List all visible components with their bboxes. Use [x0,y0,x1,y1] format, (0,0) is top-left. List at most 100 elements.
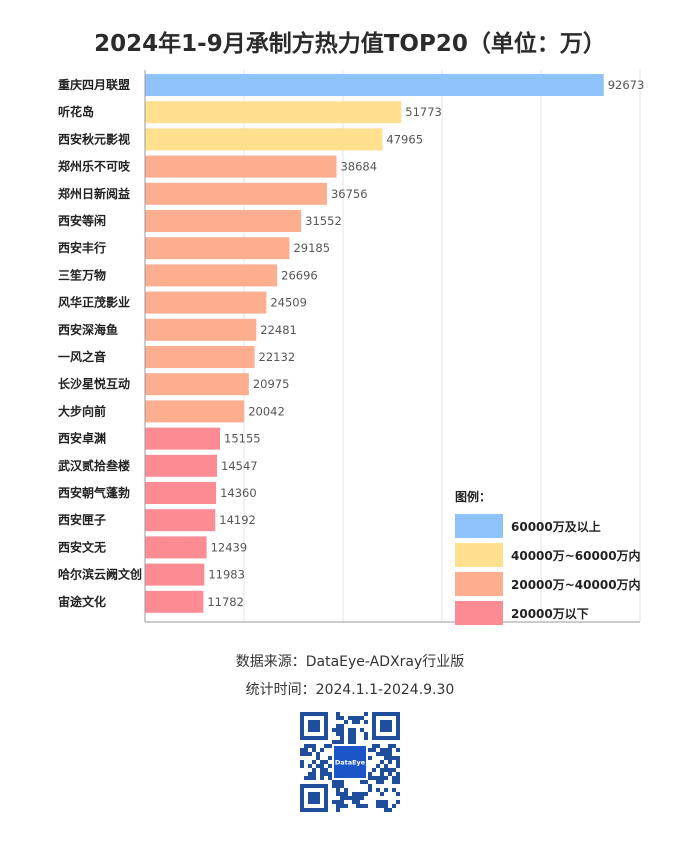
qr-module [352,740,356,744]
qr-module [384,800,388,804]
qr-module [376,800,380,804]
qr-module [368,788,372,792]
qr-module [376,788,380,792]
qr-module [336,728,340,732]
qr-module [360,804,364,808]
bar-chart: 重庆四月联盟 92673 听花岛 51773 西安秋元影视 47965 郑州乐不可吱 3868… [58,70,644,623]
category-label: 武汉贰拾叁楼 [58,458,130,473]
category-label: 西安文无 [58,539,106,554]
qr-module [388,760,392,764]
qr-module [392,768,396,772]
qr-finder-inner [308,720,320,732]
qr-module [376,776,380,780]
value-label: 24509 [270,296,307,310]
legend-label-tier-4: 20000万以下 [511,606,589,621]
qr-module [392,776,396,780]
qr-module [380,780,384,784]
qr-module [364,804,368,808]
qr-module [360,716,364,720]
qr-module [336,792,340,796]
qr-module [348,796,352,800]
qr-module [392,788,396,792]
qr-logo-box [334,746,366,778]
qr-module [356,792,360,796]
qr-module [360,792,364,796]
value-label: 14360 [220,486,257,500]
qr-module [380,760,384,764]
qr-module [332,780,336,784]
qr-module [356,800,360,804]
qr-module [396,792,400,796]
qr-module [396,780,400,784]
bar [145,400,245,423]
legend-title: 图例： [455,490,492,504]
category-label: 郑州乐不可吱 [58,159,131,174]
qr-module [308,776,312,780]
category-label: 哈尔滨云阙文创 [58,567,142,582]
legend-swatch-tier-4 [455,601,503,625]
qr-module [376,764,380,768]
qr-logo-text: DataEye [335,759,366,767]
qr-module [352,728,356,732]
value-label: 22481 [260,323,297,337]
qr-module [328,772,332,776]
qr-module [308,772,312,776]
bar [145,74,604,96]
category-label: 风华正茂影业 [58,295,130,310]
value-label: 11782 [207,595,244,609]
qr-module [392,780,396,784]
qr-module [320,760,324,764]
qr-module [344,792,348,796]
qr-module [388,744,392,748]
category-label: 大步向前 [58,403,106,418]
legend: 图例： 60000万及以上 40000万~60000万内 20000万~4000… [455,488,641,630]
qr-module [316,764,320,768]
value-label: 15155 [224,432,261,446]
qr-module [396,756,400,760]
qr-module [348,716,352,720]
category-label: 西安深海鱼 [58,322,118,337]
bar [145,182,327,205]
qr-module [380,800,384,804]
qr-module [392,744,396,748]
qr-module [336,804,340,808]
qr-module [340,796,344,800]
legend-label-tier-1: 60000万及以上 [511,519,601,534]
qr-module [336,724,340,728]
qr-module [368,772,372,776]
value-label: 14547 [221,459,258,473]
qr-module [312,760,316,764]
qr-module [356,720,360,724]
qr-module [320,772,324,776]
qr-module [356,716,360,720]
category-label: 三笙万物 [58,267,106,282]
qr-module [384,768,388,772]
qr-module [368,756,372,760]
bar [145,318,257,341]
qr-module [344,796,348,800]
qr-module [396,760,400,764]
qr-module [336,716,340,720]
qr-module [300,752,304,756]
qr-module [352,720,356,724]
qr-module [308,752,312,756]
category-label: 听花岛 [58,104,94,119]
qr-module [396,800,400,804]
value-label: 29185 [293,241,330,255]
qr-module [352,736,356,740]
qr-module [384,756,388,760]
qr-module [304,744,308,748]
qr-module [344,804,348,808]
value-label: 11983 [208,568,245,582]
qr-module [396,764,400,768]
value-label: 47965 [386,132,423,146]
qr-module [388,756,392,760]
qr-module [320,748,324,752]
bar [145,291,267,314]
qr-module [316,752,320,756]
qr-module [324,772,328,776]
qr-module [372,744,376,748]
qr-module [348,736,352,740]
qr-module [348,740,352,744]
qr-module [396,776,400,780]
